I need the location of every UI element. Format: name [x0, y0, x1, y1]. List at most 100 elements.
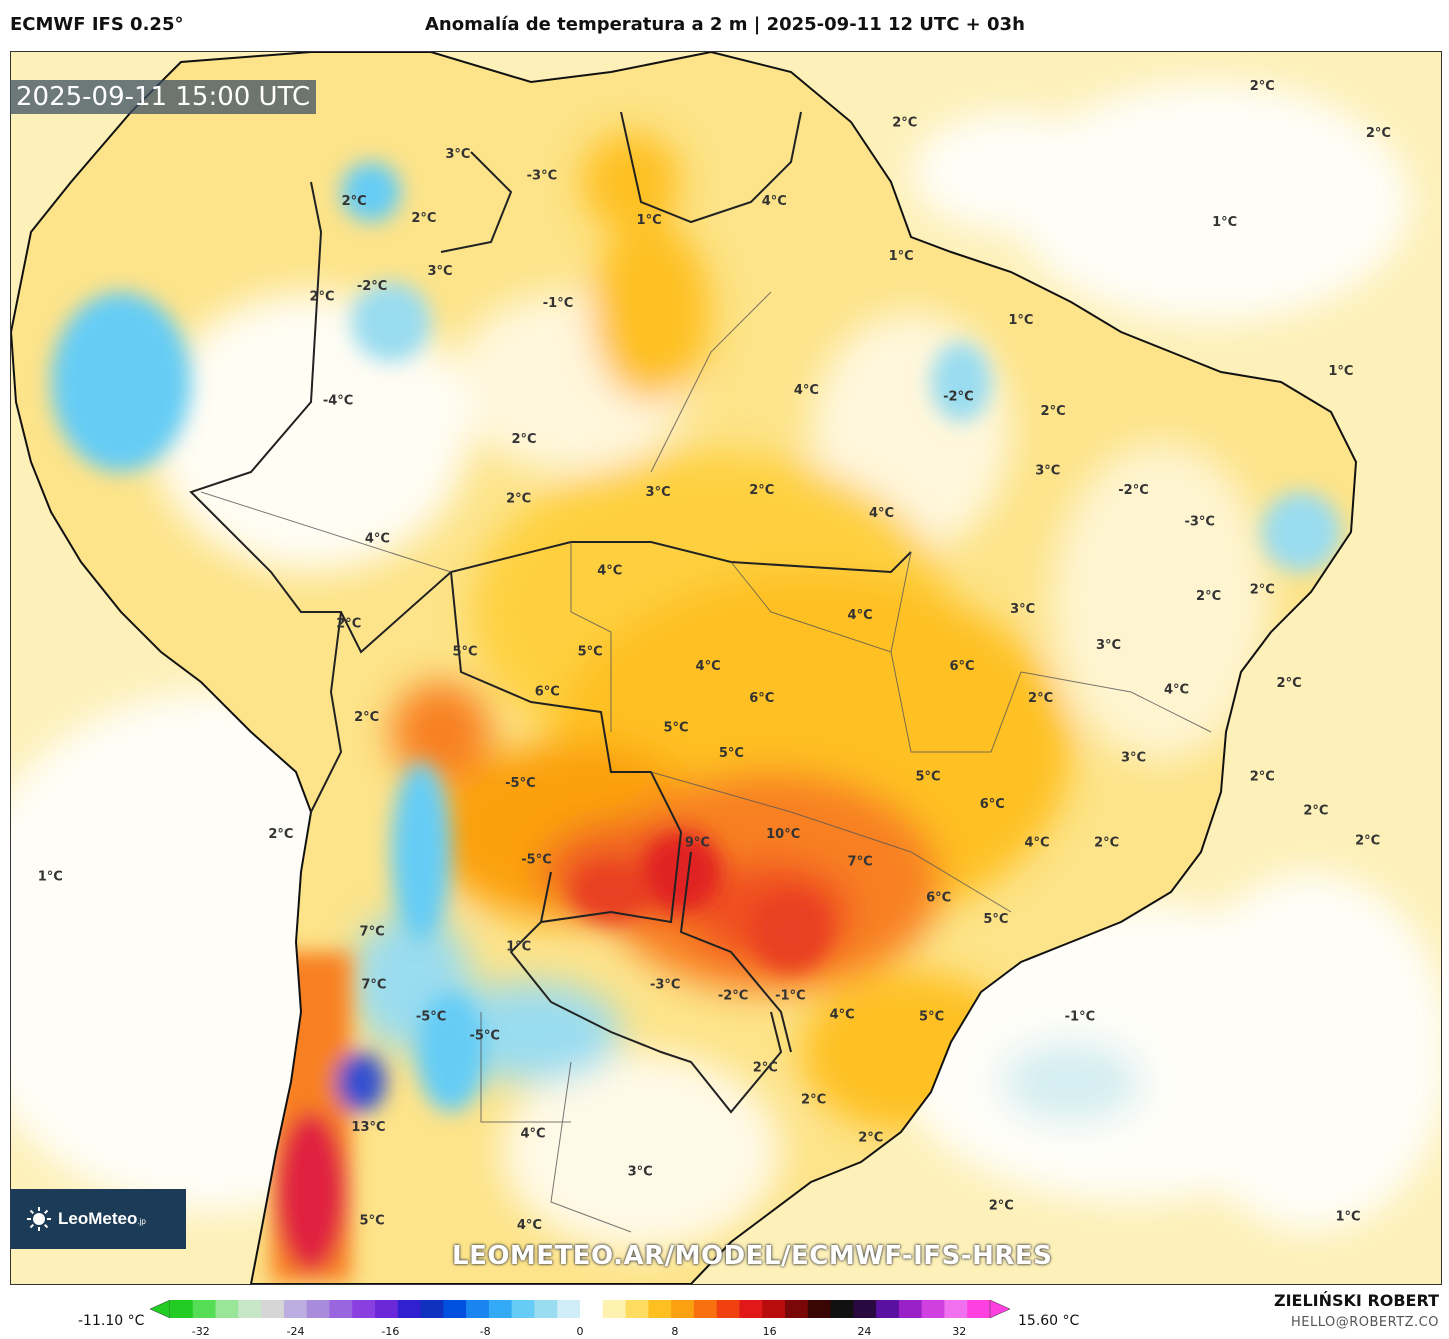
contour-label: 2°C [1303, 804, 1328, 819]
contour-label: 2°C [892, 115, 917, 130]
contour-label: -4°C [323, 394, 353, 409]
colorbar-swatch [898, 1300, 923, 1318]
contour-label: 2°C [1355, 833, 1380, 848]
contour-label: 4°C [762, 194, 787, 209]
contour-label: 7°C [361, 978, 386, 993]
state-borders [200, 291, 1212, 1233]
colorbar-swatch [329, 1300, 353, 1318]
contour-label: 2°C [1277, 676, 1302, 691]
colorbar-tick-label: -32 [191, 1325, 210, 1338]
contour-label: 5°C [915, 770, 940, 785]
contour-label: 1°C [1008, 313, 1033, 328]
author-credit: ZIELIŃSKI ROBERT [1273, 1291, 1439, 1310]
contour-label: -5°C [505, 776, 535, 791]
colorbar-swatch [375, 1300, 399, 1318]
colorbar [150, 1300, 1010, 1319]
colorbar-swatch [488, 1300, 513, 1318]
colorbar-swatch [876, 1300, 900, 1318]
contour-label: 4°C [520, 1126, 545, 1141]
contour-label: 4°C [869, 506, 894, 521]
colorbar-swatch [443, 1300, 467, 1318]
colorbar-swatch [420, 1300, 444, 1318]
contour-label: 2°C [506, 491, 531, 506]
contour-label: 2°C [511, 432, 536, 447]
contour-label: -1°C [543, 296, 573, 311]
contour-label: 3°C [1035, 464, 1060, 479]
contour-label: -1°C [1065, 1010, 1095, 1025]
colorbar-max-arrow [989, 1300, 1010, 1319]
contour-label: -2°C [718, 988, 748, 1003]
map-area: 3°C -3°C 2°C 2°C 2°C -2°C 3°C -1°C 1°C 4°C 2°C 1°C 2… [10, 51, 1442, 1285]
colorbar-swatch [967, 1300, 991, 1318]
contour-label: 6°C [980, 797, 1005, 812]
logo-text: LeoMeteo.jp [58, 1209, 146, 1228]
colorbar-swatch [625, 1300, 649, 1318]
colorbar-tick-label: 8 [671, 1325, 679, 1338]
contour-label: 2°C [411, 211, 436, 226]
contour-label: 3°C [628, 1165, 653, 1180]
watermark-url: LEOMETEO.AR/MODEL/ECMWF-IFS-HRES [452, 1241, 1053, 1271]
contour-label: 4°C [365, 532, 390, 547]
valid-time-badge: 2025-09-11 15:00 UTC [10, 80, 317, 114]
colorbar-tick-label: 16 [762, 1325, 777, 1338]
colorbar-max-label: 15.60 °C [1018, 1313, 1080, 1329]
contour-label: 2°C [801, 1092, 826, 1107]
contour-label: 10°C [766, 827, 800, 842]
colorbar-swatch [944, 1300, 968, 1318]
contour-label: 4°C [794, 383, 819, 398]
colorbar-min-label: -11.10 °C [78, 1313, 145, 1329]
contour-label: 2°C [989, 1199, 1014, 1214]
contour-label: 3°C [646, 485, 671, 500]
contour-label: 2°C [1366, 126, 1391, 141]
colorbar-swatch [762, 1300, 786, 1318]
contour-label: 4°C [848, 608, 873, 623]
colorbar-swatch [511, 1300, 535, 1318]
contour-label: 1°C [889, 249, 914, 264]
contour-label: 2°C [309, 290, 334, 305]
colorbar-swatch [671, 1300, 695, 1318]
contour-label: 4°C [597, 564, 622, 579]
colorbar-swatch [921, 1300, 945, 1318]
contour-label: 6°C [926, 891, 951, 906]
contour-label: 2°C [1250, 770, 1275, 785]
contour-label: 6°C [535, 685, 560, 700]
contour-label: 2°C [268, 827, 293, 842]
colorbar-swatch [261, 1300, 285, 1318]
colorbar-tick-label: -16 [381, 1325, 400, 1338]
contour-label: 5°C [578, 644, 603, 659]
author-email: HELLO@ROBERTZ.CO [1290, 1315, 1439, 1330]
contour-label: 1°C [637, 213, 662, 228]
contour-label: -3°C [650, 978, 680, 993]
contour-label: 7°C [360, 925, 385, 940]
colorbar-swatch [580, 1300, 604, 1318]
contour-label: -3°C [1184, 515, 1214, 530]
contour-label: 13°C [351, 1120, 385, 1135]
contour-label: 9°C [685, 835, 710, 850]
contour-label: 5°C [983, 912, 1008, 927]
contour-label: 2°C [858, 1131, 883, 1146]
contour-label: 2°C [336, 617, 361, 632]
contour-label: 5°C [919, 1010, 944, 1025]
contour-label: 4°C [696, 659, 721, 674]
contour-label: -1°C [775, 988, 805, 1003]
colorbar-swatch [352, 1300, 376, 1318]
contour-label: 5°C [360, 1214, 385, 1229]
colorbar-swatch [306, 1300, 330, 1318]
colorbar-swatch [397, 1300, 422, 1318]
colorbar-swatch [283, 1300, 308, 1318]
colorbar-swatch [807, 1300, 832, 1318]
contour-label: 4°C [830, 1008, 855, 1023]
colorbar-swatch [830, 1300, 854, 1318]
colorbar-tick-label: -8 [479, 1325, 491, 1338]
contour-label: -3°C [527, 168, 557, 183]
temperature-anomaly-map: 3°C -3°C 2°C 2°C 2°C -2°C 3°C -1°C 1°C 4°C 2°C 1°C 2… [11, 52, 1441, 1284]
colorbar-swatch [534, 1300, 558, 1318]
contour-label: 2°C [1028, 691, 1053, 706]
colorbar-tick-label: 24 [857, 1325, 872, 1338]
contour-label: -2°C [943, 389, 973, 404]
colorbar-tick-label: 32 [952, 1325, 967, 1338]
contour-label: -5°C [521, 852, 551, 867]
colorbar-swatch [170, 1300, 194, 1318]
contour-label: 5°C [719, 746, 744, 761]
contour-label: 6°C [949, 659, 974, 674]
